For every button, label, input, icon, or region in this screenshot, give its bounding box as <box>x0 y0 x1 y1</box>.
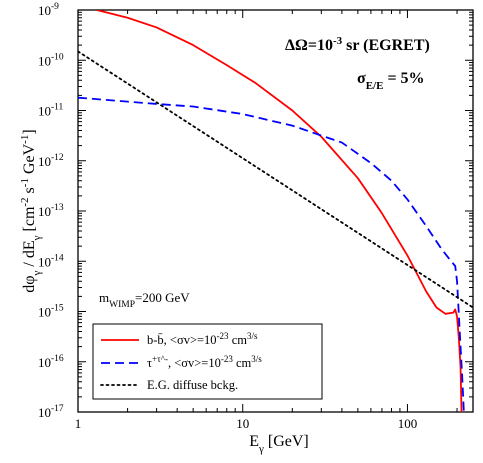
series-line-0 <box>96 10 463 412</box>
y-tick-label: 10-17 <box>38 404 64 420</box>
legend-label-2: E.G. diffuse bckg. <box>147 378 238 392</box>
y-tick-label: 10-10 <box>38 52 64 68</box>
annotation-solid-angle: ΔΩ=10-3 sr (EGRET) <box>285 35 430 54</box>
y-tick-labels: 10-9 10-10 10-11 10-12 10-13 10-14 10-15 10-16 1… <box>38 2 64 420</box>
x-tick-labels: 1 10 100 <box>75 416 417 431</box>
series-group <box>78 10 473 412</box>
y-tick-label: 10-14 <box>38 253 64 269</box>
legend-box <box>92 323 323 400</box>
x-tick-label: 1 <box>75 416 82 431</box>
legend-label-1: τ+τ^-, <σv>=10-23 cm3/s <box>147 354 262 370</box>
y-tick-label: 10-15 <box>38 304 64 320</box>
x-axis-title: Eγ [GeV] <box>249 433 309 455</box>
annotation-resolution: σE/E = 5% <box>357 70 425 92</box>
axis-ticks <box>77 9 473 413</box>
legend-label-0: b-b̄, <σv>=10-23 cm3/s <box>147 331 258 347</box>
x-tick-label: 10 <box>236 416 249 431</box>
y-tick-label: 10-12 <box>38 153 64 169</box>
y-tick-label: 10-9 <box>38 2 59 18</box>
series-line-1 <box>78 96 465 412</box>
y-axis-title: dφγ / dEγ [cm-2 s-1 GeV-1] <box>19 129 43 292</box>
y-tick-label: 10-13 <box>38 203 64 219</box>
y-tick-label: 10-11 <box>38 103 64 119</box>
y-tick-label: 10-16 <box>38 354 64 370</box>
legend: b-b̄, <σv>=10-23 cm3/s τ+τ^-, <σv>=10-23 … <box>92 323 323 400</box>
x-tick-label: 100 <box>398 416 418 431</box>
annotation-mass: mWIMP=200 GeV <box>99 290 190 310</box>
series-line-2 <box>78 50 473 309</box>
